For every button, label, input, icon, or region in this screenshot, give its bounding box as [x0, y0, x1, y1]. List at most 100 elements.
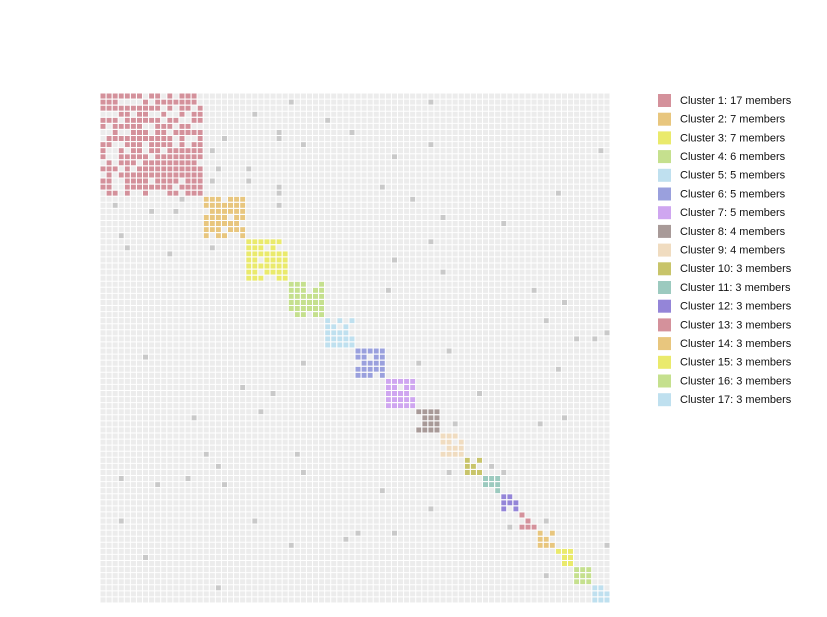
- cluster-cell: [288, 299, 294, 305]
- cluster-cell: [203, 214, 209, 220]
- cluster-cell: [282, 275, 288, 281]
- cluster-cell: [173, 129, 179, 135]
- noise-cell: [379, 488, 385, 494]
- cluster-cell: [124, 136, 130, 142]
- cluster-cell: [155, 160, 161, 166]
- legend-label: Cluster 15: 3 members: [680, 357, 792, 369]
- noise-cell: [209, 178, 215, 184]
- cluster-cell: [282, 263, 288, 269]
- legend-label: Cluster 17: 3 members: [680, 394, 792, 406]
- cluster-cell: [391, 384, 397, 390]
- cluster-cell: [130, 142, 136, 148]
- cluster-cell: [270, 263, 276, 269]
- cluster-cell: [252, 275, 258, 281]
- cluster-cell: [185, 160, 191, 166]
- cluster-cell: [185, 123, 191, 129]
- legend-swatch: [658, 318, 671, 332]
- noise-cell: [143, 354, 149, 360]
- cluster-cell: [434, 415, 440, 421]
- cluster-cell: [252, 257, 258, 263]
- cluster-cell: [136, 178, 142, 184]
- cluster-cell: [167, 178, 173, 184]
- cluster-cell: [185, 154, 191, 160]
- cluster-cell: [136, 142, 142, 148]
- cluster-cell: [361, 372, 367, 378]
- cluster-cell: [428, 415, 434, 421]
- noise-cell: [598, 148, 604, 154]
- legend-label: Cluster 7: 5 members: [680, 207, 786, 219]
- cluster-cell: [592, 597, 598, 603]
- cluster-cell: [161, 172, 167, 178]
- legend-swatch: [658, 224, 671, 238]
- cluster-cell: [149, 166, 155, 172]
- cluster-cell: [185, 129, 191, 135]
- cluster-cell: [167, 105, 173, 111]
- cluster-cell: [209, 208, 215, 214]
- cluster-cell: [258, 263, 264, 269]
- cluster-cell: [276, 263, 282, 269]
- cluster-cell: [167, 148, 173, 154]
- cluster-cell: [422, 427, 428, 433]
- cluster-cell: [234, 202, 240, 208]
- cluster-cell: [100, 105, 106, 111]
- cluster-cell: [452, 451, 458, 457]
- cluster-cell: [149, 184, 155, 190]
- noise-cell: [246, 178, 252, 184]
- cluster-cell: [288, 281, 294, 287]
- noise-cell: [215, 166, 221, 172]
- noise-cell: [112, 202, 118, 208]
- cluster-cell: [149, 105, 155, 111]
- cluster-cell: [185, 105, 191, 111]
- cluster-cell: [179, 148, 185, 154]
- noise-cell: [143, 554, 149, 560]
- cluster-cell: [209, 221, 215, 227]
- cluster-cell: [337, 330, 343, 336]
- noise-cell: [215, 463, 221, 469]
- noise-cell: [173, 208, 179, 214]
- cluster-cell: [300, 312, 306, 318]
- cluster-cell: [143, 172, 149, 178]
- noise-cell: [476, 391, 482, 397]
- noise-cell: [167, 251, 173, 257]
- cluster-cell: [130, 136, 136, 142]
- cluster-cell: [106, 166, 112, 172]
- cluster-cell: [161, 123, 167, 129]
- cluster-cell: [124, 105, 130, 111]
- cluster-cell: [337, 342, 343, 348]
- cluster-cell: [361, 366, 367, 372]
- cluster-cell: [337, 318, 343, 324]
- legend-label: Cluster 6: 5 members: [680, 188, 786, 200]
- cluster-cell: [228, 202, 234, 208]
- cluster-cell: [410, 378, 416, 384]
- cluster-cell: [197, 166, 203, 172]
- noise-cell: [270, 391, 276, 397]
- cluster-cell: [112, 166, 118, 172]
- cluster-cell: [112, 129, 118, 135]
- cluster-cell: [464, 469, 470, 475]
- cluster-cell: [173, 154, 179, 160]
- cluster-cell: [191, 93, 197, 99]
- cluster-cell: [398, 391, 404, 397]
- cluster-cell: [464, 457, 470, 463]
- legend-swatch: [658, 243, 671, 257]
- cluster-cell: [410, 397, 416, 403]
- cluster-cell: [507, 500, 513, 506]
- cluster-cell: [221, 233, 227, 239]
- legend-swatch: [658, 262, 671, 276]
- noise-cell: [592, 336, 598, 342]
- cluster-cell: [149, 136, 155, 142]
- cluster-cell: [179, 142, 185, 148]
- noise-cell: [252, 518, 258, 524]
- legend-label: Cluster 5: 5 members: [680, 170, 786, 182]
- cluster-cell: [580, 567, 586, 573]
- cluster-cell: [501, 506, 507, 512]
- cluster-cell: [136, 172, 142, 178]
- cluster-cell: [404, 378, 410, 384]
- cluster-cell: [313, 293, 319, 299]
- cluster-cell: [209, 227, 215, 233]
- noise-cell: [452, 421, 458, 427]
- cluster-cell: [118, 93, 124, 99]
- legend-swatch: [658, 112, 671, 126]
- noise-cell: [604, 542, 610, 548]
- cluster-cell: [458, 439, 464, 445]
